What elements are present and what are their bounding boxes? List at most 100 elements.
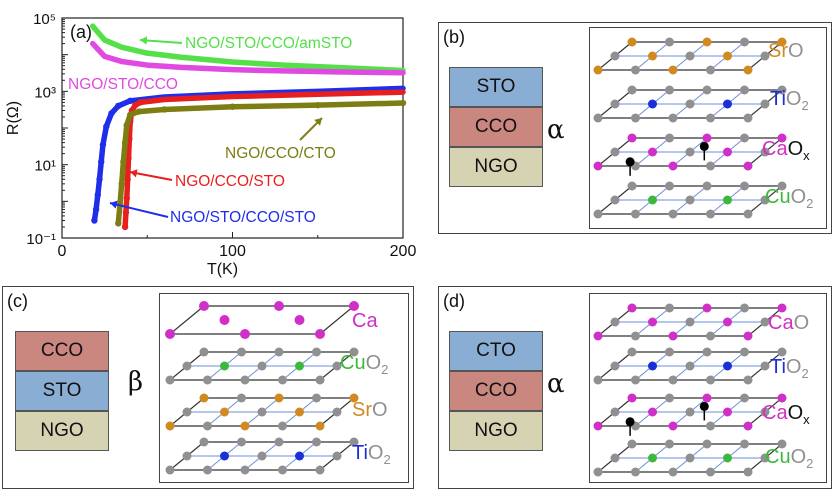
atom xyxy=(257,407,267,417)
series-point xyxy=(399,99,407,107)
atom xyxy=(668,209,678,219)
panel-a: 10⁻¹ 10¹ 10³ 10⁵ 0 100 200 T(K) R(Ω) NGO/STO/CCO/… xyxy=(0,0,430,285)
atom xyxy=(665,303,674,313)
series-point xyxy=(120,158,127,165)
stack-layer-bottom: NGO xyxy=(449,147,543,187)
atom xyxy=(312,347,321,357)
series-point xyxy=(92,206,100,213)
series-point xyxy=(94,191,102,199)
atom xyxy=(723,453,732,463)
atom xyxy=(610,317,620,327)
atom xyxy=(332,407,342,417)
atom xyxy=(665,85,674,95)
atom xyxy=(165,465,175,475)
atom xyxy=(743,209,753,219)
lattice-drawing xyxy=(593,303,787,477)
series-point xyxy=(115,102,122,110)
atom xyxy=(240,329,250,339)
vacancy-icon xyxy=(699,401,709,411)
series-point xyxy=(122,209,130,216)
layer-stack: CTO CCO NGO xyxy=(449,331,543,451)
atom xyxy=(743,331,753,341)
atom xyxy=(760,407,770,417)
atom xyxy=(702,37,712,47)
atom xyxy=(760,361,770,371)
arrow-head xyxy=(140,36,148,45)
atom xyxy=(165,329,175,339)
atom xyxy=(610,453,620,463)
atom xyxy=(743,65,753,75)
layer-name-1: Ca xyxy=(352,310,378,332)
atom xyxy=(593,331,603,341)
layer-name-1: CaO xyxy=(768,312,810,334)
atom xyxy=(199,347,209,357)
layer-name-2: TiO2 xyxy=(770,356,809,381)
series-label: NGO/CCO/CTO xyxy=(225,145,336,162)
atom xyxy=(740,393,749,403)
panel-d: (d) CTO CCO NGO α CaO TiO2 CaOx CuO2 xyxy=(438,286,832,489)
series-label-arrow xyxy=(129,171,173,181)
series-line xyxy=(89,40,406,76)
atom xyxy=(274,347,284,357)
lattice-layer xyxy=(593,181,787,219)
lattice-layer xyxy=(593,133,787,176)
lattice-layer xyxy=(165,347,359,385)
atom xyxy=(648,51,657,61)
series-point xyxy=(121,139,129,146)
atom xyxy=(315,421,325,431)
lattice-layer xyxy=(593,85,787,123)
atom xyxy=(740,85,749,95)
panel-c: (c) CCO STO NGO β Ca CuO2 SrO TiO2 xyxy=(2,286,414,489)
atom xyxy=(668,375,678,385)
stack-layer-top: CCO xyxy=(15,331,109,371)
atom xyxy=(743,161,753,171)
y-axis-label: R(Ω) xyxy=(5,101,22,135)
stack-layer-bottom: NGO xyxy=(449,411,543,451)
panel-c-label: (c) xyxy=(7,291,28,311)
atom xyxy=(278,421,287,431)
atom xyxy=(315,375,325,385)
atom xyxy=(777,181,787,191)
x-tick-label: 100 xyxy=(219,243,246,260)
atom xyxy=(312,437,321,447)
atom xyxy=(165,421,175,431)
atom xyxy=(668,65,678,75)
layer-name-3: CaOx xyxy=(762,138,810,163)
atom xyxy=(685,51,695,61)
atom xyxy=(274,437,284,447)
atom xyxy=(349,437,359,447)
atom xyxy=(220,361,229,371)
atom xyxy=(706,375,715,385)
atom xyxy=(631,331,640,341)
atom xyxy=(593,421,603,431)
atom xyxy=(593,161,603,171)
atom xyxy=(294,315,305,325)
atom xyxy=(593,375,603,385)
atom xyxy=(237,347,246,357)
lattice-layer xyxy=(593,37,787,75)
stack-layer-middle: CCO xyxy=(449,371,543,411)
layer-name-4: CuO2 xyxy=(765,446,814,471)
atom xyxy=(665,393,674,403)
atom xyxy=(706,161,715,171)
atom xyxy=(702,347,712,357)
stack-layer-top: CTO xyxy=(449,331,543,371)
atom xyxy=(257,361,267,371)
stack-layer-middle: STO xyxy=(15,371,109,411)
atom xyxy=(685,195,695,205)
atom xyxy=(610,361,620,371)
atom xyxy=(349,301,359,311)
atom xyxy=(648,99,657,109)
interface-type-symbol: β xyxy=(128,367,144,397)
atom xyxy=(702,303,712,313)
atom xyxy=(706,331,715,341)
atom xyxy=(295,361,304,371)
atom xyxy=(627,181,637,191)
series-point xyxy=(91,217,98,224)
atom xyxy=(332,451,342,461)
atom xyxy=(706,421,715,431)
atom xyxy=(315,329,325,339)
series-point xyxy=(125,155,132,162)
atom xyxy=(723,147,732,157)
lattice-drawing xyxy=(593,37,787,219)
